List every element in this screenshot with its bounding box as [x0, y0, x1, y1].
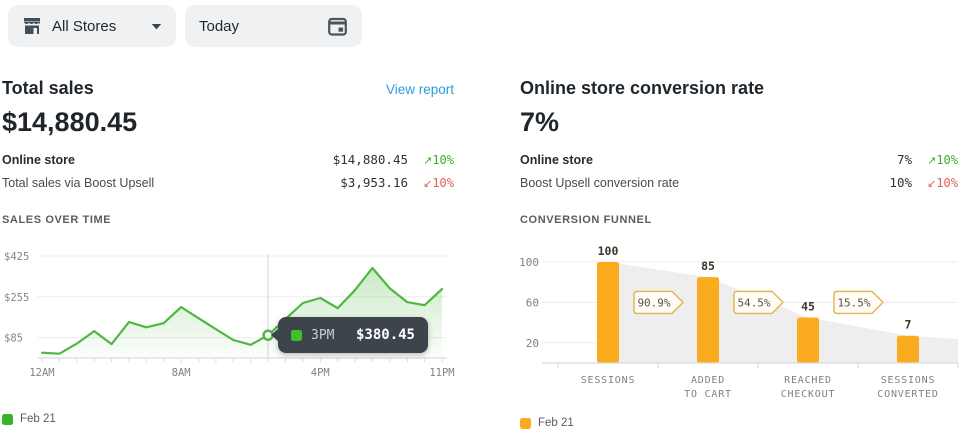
legend-label: Feb 21: [538, 417, 574, 429]
svg-text:20: 20: [526, 337, 539, 350]
total-sales-card: Total sales View report $14,880.45 Onlin…: [2, 78, 457, 425]
metric-value: 10%: [889, 175, 912, 190]
legend-swatch: [2, 413, 13, 425]
trend-down-icon: ↙: [927, 176, 937, 190]
svg-text:$85: $85: [4, 333, 23, 345]
conversion-metrics: Online store 7% ↗10% Boost Upsell conver…: [520, 148, 958, 194]
metric-delta-up: ↗10%: [927, 152, 958, 167]
date-range-button[interactable]: Today: [185, 5, 362, 47]
trend-up-icon: ↗: [423, 153, 433, 167]
svg-text:15.5%: 15.5%: [837, 296, 870, 309]
total-sales-value: $14,880.45: [2, 107, 138, 137]
store-selector-button[interactable]: All Stores: [8, 5, 176, 47]
legend-swatch: [520, 417, 531, 429]
svg-text:100: 100: [598, 244, 619, 258]
metric-label: Boost Upsell conversion rate: [520, 175, 680, 190]
svg-text:REACHED: REACHED: [784, 375, 832, 386]
metric-delta-down: ↙10%: [423, 175, 454, 190]
trend-up-icon: ↗: [927, 153, 937, 167]
trend-down-icon: ↙: [423, 176, 433, 190]
svg-text:CONVERTED: CONVERTED: [877, 389, 938, 400]
conversion-funnel-heading: CONVERSION FUNNEL: [520, 214, 652, 226]
svg-text:11PM: 11PM: [429, 367, 454, 379]
calendar-icon: [327, 16, 348, 37]
svg-text:12AM: 12AM: [29, 367, 54, 379]
date-range-label: Today: [199, 17, 240, 35]
conversion-rate-title: Online store conversion rate: [520, 78, 765, 98]
svg-text:ADDED: ADDED: [691, 375, 725, 386]
metric-delta-down: ↙10%: [927, 175, 958, 190]
tooltip-time: 3PM: [311, 327, 335, 343]
svg-text:$425: $425: [4, 251, 29, 263]
svg-text:CHECKOUT: CHECKOUT: [781, 389, 836, 400]
metric-row-boost-upsell-rate: Boost Upsell conversion rate 10% ↙10%: [520, 171, 958, 194]
svg-text:90.9%: 90.9%: [637, 296, 670, 309]
storefront-icon: [22, 17, 42, 35]
metric-row-online-store: Online store 7% ↗10%: [520, 148, 958, 171]
sales-over-time-chart[interactable]: $425 $255 $85 12AM 8AM 4PM 11PM 3PM $380.45: [2, 235, 457, 385]
tooltip-series-swatch: [291, 329, 302, 341]
tooltip-value: $380.45: [355, 327, 415, 343]
legend-label: Feb 21: [20, 413, 56, 425]
metric-label: Online store: [2, 152, 75, 167]
view-report-link[interactable]: View report: [385, 82, 454, 97]
svg-text:45: 45: [801, 300, 815, 314]
svg-text:100: 100: [520, 256, 539, 269]
svg-text:85: 85: [701, 259, 715, 273]
conversion-rate-card: Online store conversion rate 7% Online s…: [519, 78, 960, 429]
sales-metrics: Online store $14,880.45 ↗10% Total sales…: [2, 148, 454, 194]
svg-text:54.5%: 54.5%: [737, 296, 770, 309]
svg-text:7: 7: [905, 318, 912, 332]
svg-text:4PM: 4PM: [311, 367, 330, 379]
metric-row-boost-upsell: Total sales via Boost Upsell $3,953.16 ↙…: [2, 171, 454, 194]
chevron-down-icon: [151, 23, 162, 30]
metric-value: $14,880.45: [332, 152, 408, 167]
sales-legend: Feb 21: [2, 413, 454, 425]
metric-label: Total sales via Boost Upsell: [2, 175, 155, 190]
svg-text:SESSIONS: SESSIONS: [581, 375, 636, 386]
sales-over-time-heading: SALES OVER TIME: [2, 214, 112, 226]
store-selector-label: All Stores: [52, 17, 117, 35]
conversion-funnel-chart[interactable]: 100 60 20 100 85 45 7 90.9% 54.5% 15.5% SESSIONS AD…: [519, 235, 960, 407]
metric-delta-up: ↗10%: [423, 152, 454, 167]
total-sales-title: Total sales: [2, 78, 94, 98]
metric-row-online-store: Online store $14,880.45 ↗10%: [2, 148, 454, 171]
metric-value: $3,953.16: [340, 175, 408, 190]
chart-tooltip: 3PM $380.45: [271, 317, 428, 353]
svg-text:8AM: 8AM: [172, 367, 191, 379]
metric-value: 7%: [896, 152, 912, 167]
svg-text:60: 60: [526, 296, 539, 309]
conversion-rate-value: 7%: [520, 107, 560, 137]
funnel-legend: Feb 21: [520, 417, 958, 429]
svg-text:SESSIONS: SESSIONS: [881, 375, 936, 386]
svg-text:TO CART: TO CART: [684, 389, 732, 400]
funnel-bar-chart-svg: 100 60 20 100 85 45 7 90.9% 54.5% 15.5% SESSIONS AD…: [519, 244, 959, 400]
svg-text:$255: $255: [4, 292, 29, 304]
sales-line-chart-svg: $425 $255 $85 12AM 8AM 4PM 11PM: [4, 251, 455, 379]
metric-label: Online store: [520, 152, 593, 167]
